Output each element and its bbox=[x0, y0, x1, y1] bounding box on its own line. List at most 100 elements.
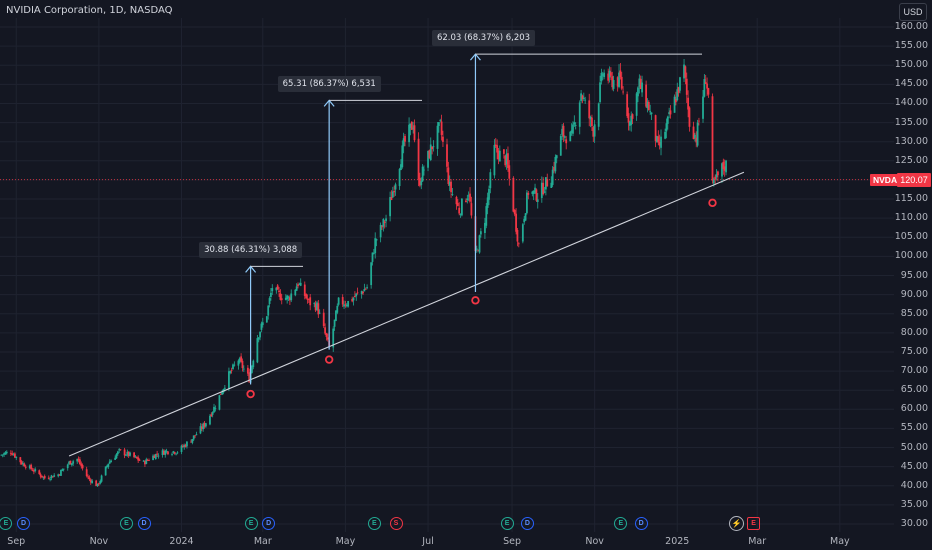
candle-body bbox=[498, 150, 501, 162]
candle-body bbox=[333, 319, 336, 327]
candle-body bbox=[379, 224, 382, 238]
candle bbox=[553, 161, 555, 174]
candle bbox=[589, 115, 592, 128]
candle bbox=[154, 453, 157, 460]
candle bbox=[190, 439, 192, 443]
candle-body bbox=[278, 290, 280, 293]
candle bbox=[559, 134, 562, 156]
candle bbox=[484, 217, 486, 240]
candle-body bbox=[126, 451, 129, 455]
x-tick-label: Nov bbox=[89, 536, 109, 547]
candle bbox=[622, 86, 624, 95]
candle bbox=[447, 161, 450, 186]
candle-body bbox=[401, 145, 404, 168]
candle bbox=[167, 451, 169, 456]
dividend-event-marker[interactable]: D bbox=[262, 517, 276, 530]
earnings-event-marker[interactable]: E bbox=[0, 517, 13, 530]
candle bbox=[535, 188, 538, 202]
candle-body bbox=[232, 364, 234, 370]
candle bbox=[19, 456, 22, 465]
candle bbox=[345, 303, 348, 308]
candle bbox=[502, 149, 505, 159]
earnings-event-marker[interactable]: E bbox=[500, 517, 514, 530]
candle bbox=[531, 190, 534, 197]
candle-body bbox=[123, 449, 126, 456]
candle-body bbox=[248, 372, 251, 383]
earnings-event-marker[interactable]: E bbox=[119, 517, 133, 530]
earnings-event-marker[interactable]: E bbox=[747, 517, 761, 530]
candle bbox=[95, 479, 98, 487]
split-event-marker[interactable]: S bbox=[389, 517, 403, 530]
candle bbox=[706, 77, 708, 97]
candle-body bbox=[351, 298, 354, 302]
candle-body bbox=[163, 450, 165, 455]
earnings-event-marker[interactable]: E bbox=[244, 517, 258, 530]
candle-body bbox=[611, 76, 614, 88]
candle-body bbox=[536, 199, 539, 203]
candle-body bbox=[711, 96, 714, 181]
dividend-event-marker[interactable]: D bbox=[137, 517, 151, 530]
candle-body bbox=[562, 125, 565, 137]
dividend-event-marker[interactable]: D bbox=[520, 517, 534, 530]
candle-body bbox=[20, 461, 23, 465]
candle bbox=[669, 105, 672, 119]
candle bbox=[692, 121, 695, 140]
candle bbox=[584, 96, 587, 104]
candle-body bbox=[298, 283, 301, 285]
candle-body bbox=[144, 461, 146, 465]
dividend-event-marker[interactable]: D bbox=[17, 517, 31, 530]
candle bbox=[299, 278, 302, 287]
candle-body bbox=[649, 111, 652, 113]
candle bbox=[610, 67, 612, 81]
candle-body bbox=[242, 368, 245, 370]
candle bbox=[637, 86, 639, 103]
y-tick-label: 155.00 bbox=[894, 40, 928, 52]
candle bbox=[24, 464, 27, 470]
candle bbox=[295, 283, 298, 291]
candle-body bbox=[211, 412, 214, 415]
candle-body bbox=[1, 454, 4, 456]
candle-body bbox=[353, 295, 356, 298]
candle-body bbox=[257, 337, 260, 340]
dividend-event-marker[interactable]: D bbox=[634, 517, 648, 530]
candle bbox=[508, 160, 511, 186]
candle-body bbox=[237, 360, 240, 366]
candle-body bbox=[666, 116, 669, 124]
candle-body bbox=[383, 221, 386, 223]
candle-body bbox=[0, 454, 3, 456]
candle-body bbox=[256, 338, 259, 363]
candle bbox=[181, 443, 184, 448]
candle bbox=[524, 212, 527, 221]
candle bbox=[305, 293, 308, 300]
candle-body bbox=[544, 177, 547, 190]
candle-body bbox=[515, 213, 517, 232]
lightning-icon[interactable]: ⚡ bbox=[729, 516, 744, 531]
candle bbox=[517, 241, 520, 248]
candle-body bbox=[31, 469, 34, 471]
candle-body bbox=[39, 474, 42, 477]
candle bbox=[50, 474, 53, 481]
candle bbox=[647, 100, 650, 111]
candle bbox=[39, 472, 42, 479]
candle bbox=[164, 449, 167, 458]
candle-body bbox=[432, 146, 435, 148]
earnings-event-marker[interactable]: E bbox=[367, 517, 381, 530]
candle-body bbox=[573, 122, 576, 125]
earnings-event-marker[interactable]: E bbox=[614, 517, 628, 530]
candle bbox=[504, 154, 507, 168]
candle-body bbox=[70, 463, 73, 465]
candle-body bbox=[582, 97, 585, 100]
candle bbox=[62, 468, 65, 472]
candle bbox=[588, 93, 591, 127]
currency-button[interactable]: USD bbox=[899, 3, 927, 21]
candle-body bbox=[309, 297, 312, 306]
candle bbox=[439, 118, 442, 123]
candle-body bbox=[68, 461, 70, 465]
candle-body bbox=[195, 434, 198, 436]
candle bbox=[498, 145, 501, 162]
candle bbox=[276, 284, 279, 290]
candle bbox=[551, 166, 554, 187]
candle bbox=[191, 438, 194, 445]
